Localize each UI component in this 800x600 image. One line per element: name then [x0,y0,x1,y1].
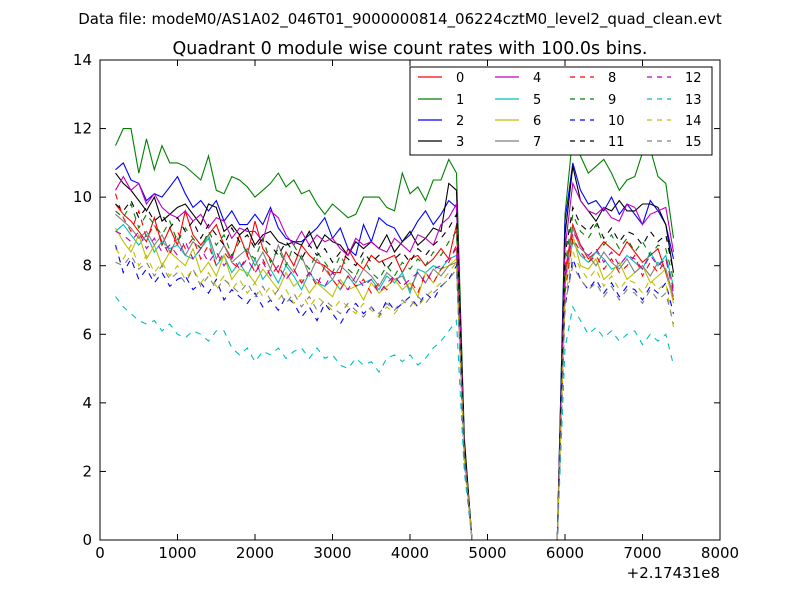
series-line-9 [115,202,675,541]
legend-label-6: 6 [533,114,541,129]
legend-label-2: 2 [456,114,464,129]
legend-label-5: 5 [533,93,541,108]
legend-label-4: 4 [533,71,541,86]
y-tick-label: 6 [82,325,92,343]
x-tick-label: 5000 [468,544,506,562]
y-tick-label: 4 [82,394,92,412]
series-line-4 [115,175,675,541]
series-line-13 [115,296,675,541]
legend-box [409,66,713,156]
x-tick-label: 0 [95,544,105,562]
x-offset-label: +2.17431e8 [627,564,720,582]
x-tick-label: 1000 [158,544,196,562]
series-line-14 [115,243,675,541]
y-tick-label: 0 [82,531,92,549]
figure-suptitle: Data file: modeM0/AS1A02_046T01_90000008… [78,10,722,29]
x-tick-label: 8000 [701,544,739,562]
axes-ticks: 0 1000 2000 3000 4000 5000 6000 7000 80000246810… [73,51,739,562]
plot-lines [114,128,675,541]
series-line-10 [114,244,675,541]
y-tick-label: 2 [82,462,92,480]
legend-label-8: 8 [608,71,616,86]
legend-label-0: 0 [456,71,464,86]
series-line-1 [114,128,675,541]
x-tick-label: 7000 [623,544,661,562]
chart-title: Quadrant 0 module wise count rates with … [173,39,648,59]
x-tick-label: 6000 [546,544,584,562]
y-tick-label: 10 [73,188,92,206]
legend-label-7: 7 [533,135,541,150]
series-line-11 [115,199,675,541]
legend-label-12: 12 [685,71,702,86]
x-tick-label: 2000 [236,544,274,562]
legend-label-1: 1 [456,93,464,108]
legend-label-10: 10 [608,114,625,129]
series-line-15 [115,254,675,541]
legend-label-14: 14 [685,114,702,129]
legend-label-11: 11 [608,135,625,150]
y-tick-label: 8 [82,257,92,275]
legend-label-9: 9 [608,93,616,108]
y-tick-label: 12 [73,120,92,138]
x-tick-label: 3000 [313,544,351,562]
legend-label-3: 3 [456,135,464,150]
series-line-2 [115,161,675,541]
y-tick-label: 14 [73,51,92,69]
x-tick-label: 4000 [391,544,429,562]
legend-label-13: 13 [685,93,702,108]
series-line-12 [115,229,675,541]
series-line-5 [115,223,675,541]
legend-label-15: 15 [685,135,702,150]
series-line-7 [115,213,675,541]
